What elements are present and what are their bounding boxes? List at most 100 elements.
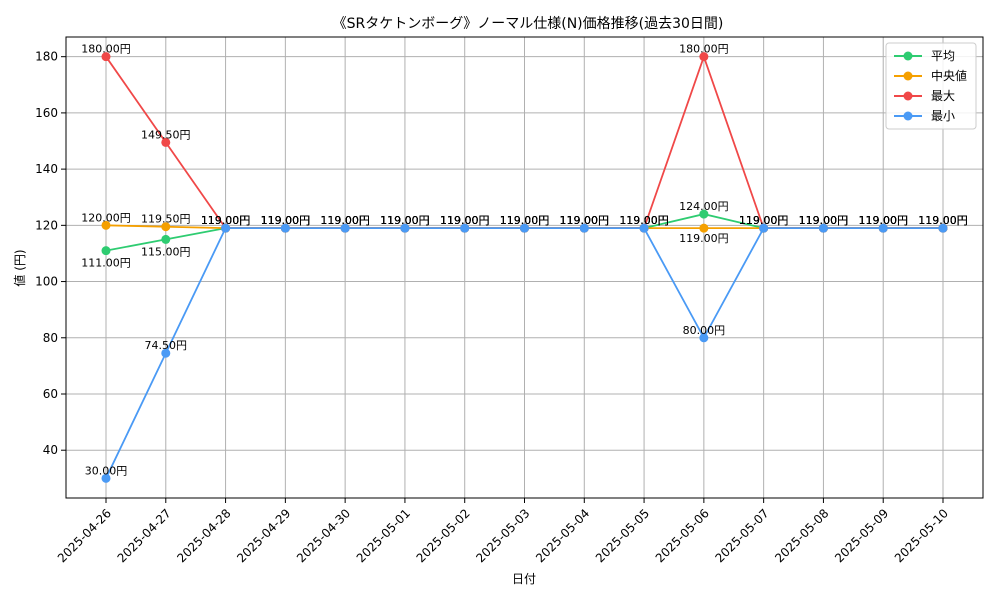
data-point	[161, 137, 171, 147]
data-label: 119.00円	[619, 214, 669, 227]
y-tick-label: 100	[35, 275, 58, 289]
data-point	[280, 223, 290, 233]
y-tick-label: 140	[35, 162, 58, 176]
x-tick-label: 2025-05-03	[473, 506, 532, 565]
data-point	[101, 52, 111, 62]
x-axis: 2025-04-26 2025-04-27 2025-04-28 2025-04-29…	[55, 498, 951, 565]
data-label: 119.00円	[619, 214, 669, 227]
x-tick-label: 2025-04-28	[174, 506, 233, 565]
data-label: 115.00円	[141, 245, 191, 258]
data-label: 119.00円	[858, 214, 908, 227]
data-label: 119.00円	[739, 214, 789, 227]
data-label: 30.00円	[85, 464, 128, 477]
data-label: 74.50円	[145, 339, 188, 352]
data-label: 119.00円	[500, 214, 550, 227]
data-label: 119.00円	[440, 214, 490, 227]
data-point	[400, 223, 410, 233]
data-label: 119.00円	[619, 214, 669, 227]
data-label: 119.00円	[560, 214, 610, 227]
data-label: 119.00円	[261, 214, 311, 227]
legend-item: 最大	[894, 89, 955, 103]
x-tick-label: 2025-05-07	[712, 506, 771, 565]
data-label: 119.00円	[739, 214, 789, 227]
legend-item: 中央値	[894, 68, 967, 83]
data-label: 119.00円	[201, 214, 251, 227]
y-tick-label: 40	[43, 443, 58, 457]
data-label: 119.00円	[201, 214, 251, 227]
data-label: 119.00円	[799, 214, 849, 227]
data-label: 119.00円	[380, 214, 430, 227]
legend-item: 平均	[894, 49, 955, 63]
chart-title: 《SRタケトンボーグ》ノーマル仕様(N)価格推移(過去30日間)	[333, 16, 724, 32]
data-point	[938, 223, 948, 233]
legend-item: 最小	[894, 109, 955, 123]
data-label: 119.00円	[560, 214, 610, 227]
data-point	[699, 52, 709, 62]
x-tick-label: 2025-05-10	[892, 506, 951, 565]
data-label: 124.00円	[679, 200, 729, 213]
data-point	[221, 223, 231, 233]
data-label: 119.50円	[141, 213, 191, 226]
data-label: 119.00円	[858, 214, 908, 227]
y-axis: 40 60 80 100 120 140 160 180	[35, 50, 66, 457]
y-tick-label: 60	[43, 387, 58, 401]
x-tick-label: 2025-04-27	[115, 506, 174, 565]
data-label: 119.00円	[201, 214, 251, 227]
x-tick-label: 2025-05-02	[414, 506, 473, 565]
series-最小	[101, 223, 948, 483]
data-label: 119.00円	[918, 214, 968, 227]
data-label: 119.00円	[918, 214, 968, 227]
data-label: 119.00円	[320, 214, 370, 227]
legend-swatch-marker	[903, 51, 913, 61]
data-label: 119.00円	[500, 214, 550, 227]
x-tick-label: 2025-05-09	[832, 506, 891, 565]
legend-label: 平均	[931, 49, 955, 63]
data-label: 119.00円	[918, 214, 968, 227]
legend-label: 最大	[931, 89, 955, 103]
data-label: 119.00円	[320, 214, 370, 227]
x-tick-label: 2025-05-01	[354, 506, 413, 565]
x-axis-label: 日付	[512, 572, 536, 586]
data-label: 119.00円	[619, 214, 669, 227]
legend-swatch-marker	[903, 111, 913, 121]
data-label: 120.00円	[81, 211, 131, 224]
series-layer	[101, 52, 948, 483]
data-label: 119.00円	[440, 214, 490, 227]
legend-label: 中央値	[931, 68, 967, 83]
data-label: 119.00円	[799, 214, 849, 227]
data-label: 119.00円	[201, 214, 251, 227]
legend-label: 最小	[931, 109, 955, 123]
data-label: 119.00円	[261, 214, 311, 227]
data-label: 80.00円	[683, 324, 726, 337]
data-label: 119.00円	[440, 214, 490, 227]
x-tick-label: 2025-04-29	[234, 506, 293, 565]
data-label: 119.00円	[739, 214, 789, 227]
y-tick-label: 160	[35, 106, 58, 120]
x-tick-label: 2025-04-26	[55, 506, 114, 565]
data-label: 119.00円	[500, 214, 550, 227]
data-label: 119.00円	[320, 214, 370, 227]
y-axis-label: 値 (円)	[12, 249, 27, 286]
data-point	[759, 223, 769, 233]
data-point	[818, 223, 828, 233]
data-label: 119.00円	[560, 214, 610, 227]
data-label: 180.00円	[679, 43, 729, 56]
data-point	[520, 223, 529, 233]
data-point	[579, 223, 589, 233]
data-label: 119.00円	[918, 214, 968, 227]
x-tick-label: 2025-05-05	[593, 506, 652, 565]
data-point	[460, 223, 470, 233]
data-label: 119.00円	[320, 214, 370, 227]
data-label: 119.00円	[380, 214, 430, 227]
data-label: 111.00円	[81, 257, 131, 270]
data-point	[161, 348, 171, 358]
data-point	[101, 473, 111, 483]
legend-swatch-marker	[903, 71, 913, 81]
data-point	[101, 246, 111, 256]
data-point	[340, 223, 350, 233]
data-label: 119.00円	[739, 214, 789, 227]
data-point	[699, 223, 709, 233]
x-tick-label: 2025-05-06	[653, 506, 712, 565]
data-point	[699, 209, 709, 219]
legend-box	[885, 42, 977, 130]
